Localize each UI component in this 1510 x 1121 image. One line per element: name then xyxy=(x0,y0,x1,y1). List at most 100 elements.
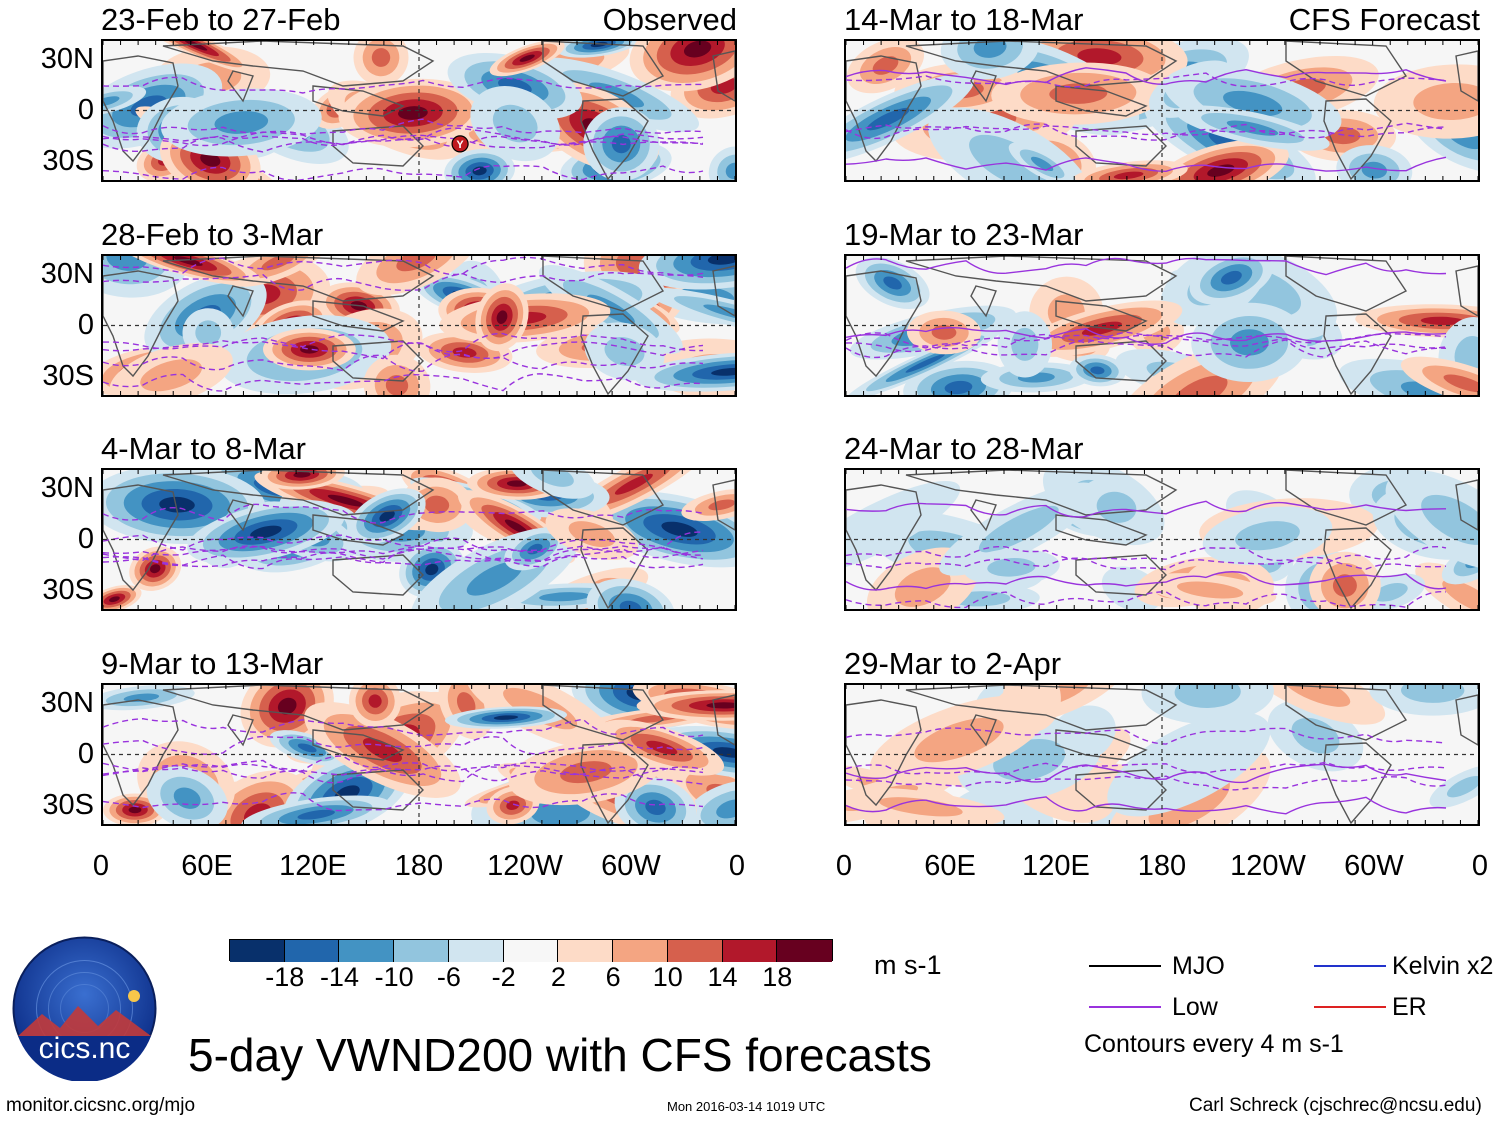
anomaly-contour xyxy=(1220,270,1242,285)
lat-label: 30S xyxy=(42,574,94,606)
low-contour xyxy=(103,256,704,276)
low-contour xyxy=(846,338,1447,359)
coastline xyxy=(1075,554,1167,596)
tc-marker-icon xyxy=(451,135,469,153)
low-contour xyxy=(103,755,704,774)
panel-map xyxy=(844,39,1480,182)
panel-title: 29-Mar to 2-Apr xyxy=(844,646,1062,681)
low-contour xyxy=(846,571,1447,591)
colorbar-cell xyxy=(503,940,559,962)
anomaly-contour xyxy=(1280,685,1351,707)
lon-label: 180 xyxy=(394,850,444,882)
panel-map xyxy=(844,254,1480,397)
legend-label: MJO xyxy=(1172,952,1225,980)
anomaly-contour xyxy=(297,809,335,820)
anomaly-contour xyxy=(944,380,973,395)
low-contour xyxy=(103,76,704,94)
anomaly-contour xyxy=(1400,381,1463,395)
anomaly-contour xyxy=(466,561,523,596)
colorbar xyxy=(229,939,833,962)
colorbar-cell xyxy=(667,940,723,962)
coastline xyxy=(227,714,254,747)
panel-heatmap xyxy=(846,470,1478,609)
anomaly-contour xyxy=(106,256,148,271)
tc-marker-label: Y xyxy=(456,139,464,151)
colorbar-cells xyxy=(230,940,832,962)
colorbar-tick-label: -6 xyxy=(436,962,461,992)
coastline xyxy=(1075,340,1167,382)
coastline xyxy=(970,285,997,318)
legend-swatch xyxy=(1314,1006,1386,1008)
anomaly-contour xyxy=(128,806,142,814)
lon-label: 180 xyxy=(1137,850,1187,882)
legend-swatch xyxy=(1089,965,1161,967)
coastline xyxy=(1075,769,1167,811)
panel-tag: Observed xyxy=(602,2,737,37)
anomaly-contour xyxy=(1372,583,1408,602)
anomaly-contour xyxy=(1361,161,1387,179)
coastline xyxy=(1285,41,1408,97)
anomaly-contour xyxy=(619,600,642,609)
anomaly-contour xyxy=(496,310,508,324)
colorbar-tick-label: 18 xyxy=(762,962,793,992)
anomaly-contour xyxy=(103,96,120,107)
low-contour xyxy=(103,332,704,353)
anomaly-contour xyxy=(914,717,1004,763)
anomaly-contour xyxy=(645,799,666,816)
colorbar-tick-label: 10 xyxy=(652,962,683,992)
coastline xyxy=(712,50,735,102)
footer-url: monitor.cicsnc.org/mjo xyxy=(6,1095,196,1116)
coastline xyxy=(1285,256,1408,312)
anomaly-contour xyxy=(1049,83,1108,104)
anomaly-contour xyxy=(1446,776,1478,798)
low-contour xyxy=(846,556,1447,571)
anomaly-contour xyxy=(195,320,222,346)
low-contour xyxy=(103,272,704,291)
low-contour xyxy=(846,123,1447,140)
anomaly-contour xyxy=(1030,156,1054,172)
panel-title: 28-Feb to 3-Mar xyxy=(101,217,324,252)
anomaly-contour xyxy=(519,54,535,62)
coastline xyxy=(103,484,179,592)
anomaly-contour xyxy=(149,564,161,574)
lat-label: 30S xyxy=(42,360,94,392)
cics-logo: cics.nc xyxy=(12,936,157,1083)
lat-label: 0 xyxy=(77,523,94,555)
anomaly-contour xyxy=(703,304,735,322)
lat-label: 30S xyxy=(42,789,94,821)
colorbar-cell xyxy=(394,940,449,962)
panel-tag: CFS Forecast xyxy=(1288,2,1480,37)
coastline xyxy=(970,70,997,103)
lon-label: 0 xyxy=(835,850,853,882)
legend-label: ER xyxy=(1392,993,1427,1021)
anomaly-contour xyxy=(707,256,735,265)
coastline xyxy=(846,55,922,163)
footer-timestamp: Mon 2016-03-14 1019 UTC xyxy=(667,1099,826,1114)
anomaly-contour xyxy=(969,134,1052,180)
lat-label: 30N xyxy=(40,472,94,504)
low-contour xyxy=(846,761,1447,776)
colorbar-cell xyxy=(230,940,285,962)
anomaly-contour xyxy=(493,715,519,720)
lon-label: 120W xyxy=(487,850,563,882)
anomaly-contour xyxy=(123,693,160,702)
low-contour xyxy=(103,792,704,812)
legend-label: Low xyxy=(1172,993,1218,1021)
anomaly-contour xyxy=(504,519,529,535)
anomaly-contour xyxy=(1174,685,1241,709)
colorbar-tick-label: 6 xyxy=(605,962,621,992)
anomaly-contour xyxy=(978,505,1059,553)
coastline xyxy=(580,313,649,395)
anomaly-contour xyxy=(711,367,735,376)
coastline xyxy=(1055,85,1148,117)
anomaly-contour xyxy=(293,471,311,478)
lat-label: 30N xyxy=(40,43,94,75)
anomaly-contour xyxy=(506,480,527,487)
anomaly-contour xyxy=(277,697,297,715)
lon-label: 0 xyxy=(1471,850,1489,882)
lon-label: 120W xyxy=(1230,850,1306,882)
anomaly-contour xyxy=(883,276,902,290)
low-contour xyxy=(846,72,1447,88)
low-contour xyxy=(846,590,1447,609)
panel-heatmap xyxy=(103,470,735,609)
